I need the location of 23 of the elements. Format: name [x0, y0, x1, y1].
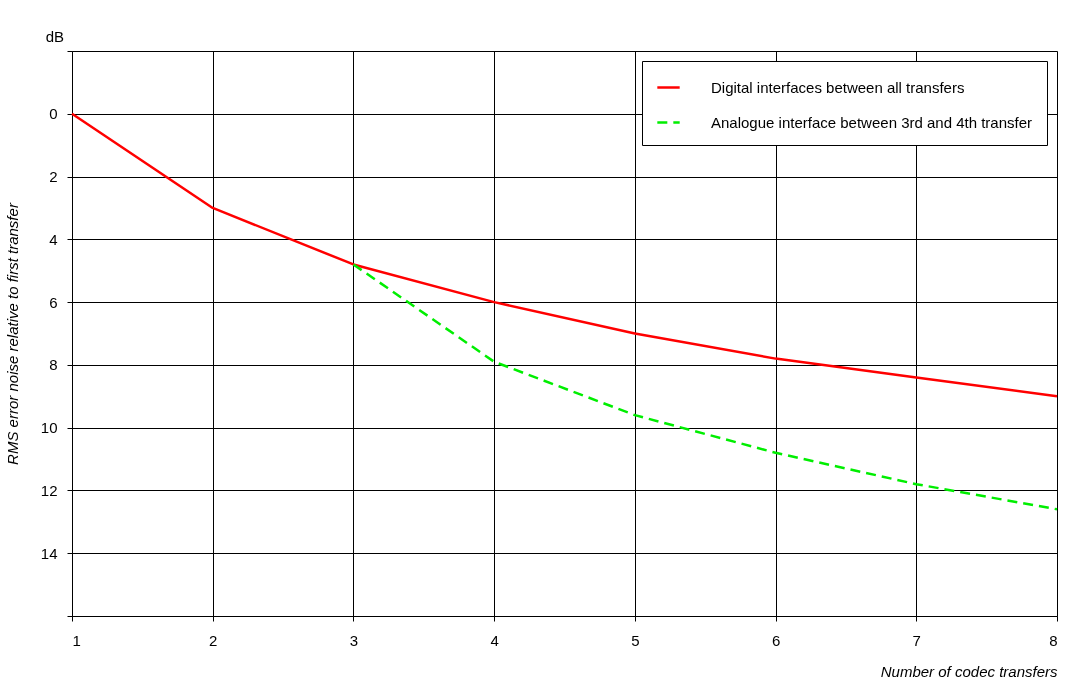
- y-tick-label: 8: [49, 356, 58, 374]
- x-tick-label: 3: [349, 631, 359, 649]
- legend-label: Digital interfaces between all transfers: [711, 78, 965, 96]
- x-tick-label: 7: [912, 631, 921, 649]
- x-tick-label: 8: [1049, 631, 1058, 649]
- legend-label: Analogue interface between 3rd and 4th transfer: [711, 113, 1033, 131]
- y-tick-label: 14: [40, 544, 58, 562]
- y-tick-label: 2: [49, 168, 58, 186]
- x-tick-label: 1: [72, 631, 81, 649]
- y-axis-title: RMS error noise relative to first transfer: [3, 202, 21, 465]
- x-axis-title: Number of codec transfers: [880, 662, 1058, 680]
- text: dB: [45, 28, 64, 45]
- x-tick-label: 2: [209, 631, 218, 649]
- y-tick-label: 12: [40, 481, 58, 499]
- line-series: [70, 112, 1059, 398]
- line-series: [352, 263, 1059, 511]
- x-tick-label: 6: [771, 631, 781, 649]
- y-tick-label: 4: [49, 230, 58, 248]
- y-tick-label: 6: [49, 293, 58, 311]
- x-tick-label: 5: [631, 631, 640, 649]
- y-tick-label: 0: [49, 105, 58, 123]
- x-tick-label: 4: [490, 631, 499, 649]
- y-tick-label: 10: [40, 419, 58, 437]
